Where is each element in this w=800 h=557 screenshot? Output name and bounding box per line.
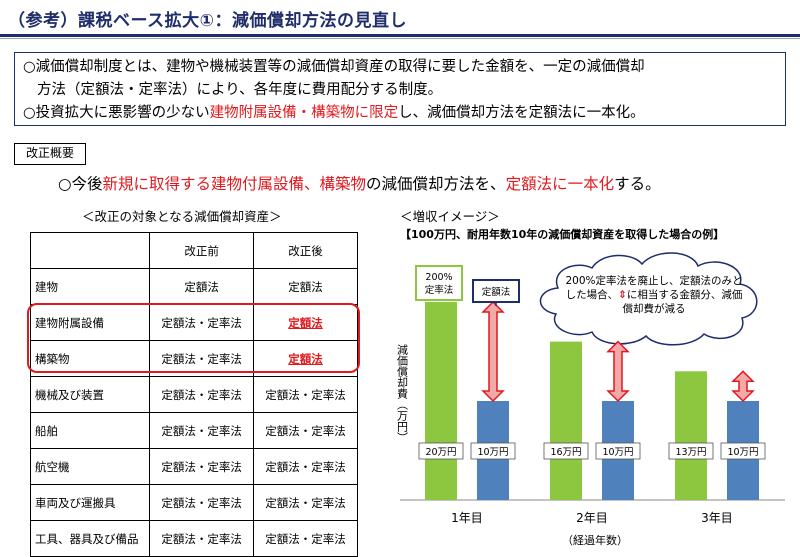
before-cell: 定額法・定率法: [149, 376, 255, 413]
value-label: 10万円: [477, 447, 508, 458]
value-label: 13万円: [675, 447, 706, 458]
note-text-2: に相当する金額分、減価償却費が減る: [622, 289, 743, 315]
table-row: 機械及び装置 定額法・定率法 定額法・定率法: [29, 376, 358, 413]
asset-name-cell: 船舶: [29, 412, 151, 449]
summary-line-2: 方法（定額法・定率法）により、各年度に費用配分する制度。: [37, 82, 443, 98]
reform-statement-1: ○今後: [58, 175, 103, 193]
table-row: 工具、器具及び備品 定額法・定率法 定額法・定率法: [29, 520, 358, 557]
before-cell: 定額法・定率法: [149, 520, 255, 557]
reform-statement-2: の減価償却方法を、: [366, 175, 506, 193]
reform-statement: ○今後新規に取得する建物付属設備、構築物の減価償却方法を、定額法に一本化する。: [58, 172, 661, 194]
summary-line-3-a: ○投資拡大に悪影響の少ない: [23, 105, 210, 121]
before-cell: 定額法・定率法: [149, 448, 255, 485]
value-label: 20万円: [425, 447, 456, 458]
before-cell: 定額法・定率法: [149, 484, 255, 521]
asset-name-cell: 工具、器具及び備品: [29, 520, 151, 557]
value-label-box: [543, 442, 589, 460]
bar-declining-balance: [675, 371, 707, 500]
after-cell: 定額法・定率法: [253, 520, 358, 557]
after-cell: 定額法: [253, 340, 358, 377]
table-caption: ＜改正の対象となる減価償却資産＞: [82, 209, 282, 224]
difference-arrow: [731, 370, 755, 403]
value-label: 16万円: [550, 447, 581, 458]
summary-box: ○減価償却制度とは、建物や機械装置等の減価償却資産の取得に要した金額を、一定の減…: [14, 52, 786, 126]
asset-table: 改正前 改正後 建物 定額法 定額法 建物附属設備 定額法・定率法 定額法 構築物 定額法・定率法…: [29, 232, 358, 557]
asset-name-cell: 車両及び運搬具: [29, 484, 151, 521]
value-label-box: [418, 442, 464, 460]
table-header-cell: 改正後: [253, 232, 358, 269]
x-tick-label: 2年目: [576, 511, 608, 525]
asset-name-cell: 航空機: [29, 448, 151, 485]
bar-declining-balance: [425, 302, 457, 500]
before-cell: 定額法: [149, 268, 255, 305]
legend-green-text-2: 定率法: [425, 284, 454, 296]
summary-line-1: ○減価償却制度とは、建物や機械装置等の減価償却資産の取得に要した金額を、一定の減…: [23, 59, 645, 75]
note-cloud: [539, 252, 758, 346]
x-axis-label: （経過年数）: [562, 533, 628, 547]
chart-title: ＜増収イメージ＞: [400, 209, 500, 224]
reform-statement-3: する。: [614, 175, 661, 193]
asset-name-cell: 構築物: [29, 340, 151, 377]
asset-name-cell: 機械及び装置: [29, 376, 151, 413]
legend-green-box: [415, 265, 463, 301]
table-row: 船舶 定額法・定率法 定額法・定率法: [29, 412, 358, 449]
summary-line-3-red: 建物附属設備・構築物に限定: [209, 105, 399, 121]
x-tick-label: 1年目: [451, 511, 483, 525]
bar-declining-balance: [550, 341, 582, 500]
reform-summary-label: 改正概要: [14, 143, 86, 165]
table-row: 建物 定額法 定額法: [29, 268, 358, 305]
after-cell: 定額法・定率法: [253, 412, 358, 449]
chart-note: 200%定率法を廃止し、定額法のみとした場合、⇕に相当する金額分、減価償却費が減…: [565, 274, 743, 316]
asset-name-cell: 建物: [29, 268, 151, 305]
table-row: 建物附属設備 定額法・定率法 定額法: [29, 304, 358, 341]
note-arrow-icon: ⇕: [618, 289, 627, 301]
chart-subtitle: 【100万円、耐用年数10年の減価償却資産を取得した場合の例】: [400, 228, 725, 241]
table-row: 航空機 定額法・定率法 定額法・定率法: [29, 448, 358, 485]
difference-arrow: [606, 340, 630, 403]
note-text-1: 200%定率法を廃止し、定額法のみとした場合、: [565, 275, 743, 301]
title-rule: [0, 34, 800, 37]
value-label-box: [470, 442, 516, 460]
depreciation-chart: 減価償却費（万円） 20万円 10万円 1年目 16万円 10万円 2年目 13万円 10万円 3…: [396, 252, 785, 547]
summary-line-3-b: し、減価償却方法を定額法に一本化。: [398, 105, 645, 121]
table-header-cell: [29, 232, 151, 269]
summary-line-3: ○投資拡大に悪影響の少ない建物附属設備・構築物に限定し、減価償却方法を定額法に一…: [23, 102, 777, 125]
page-title: （参考）課税ベース拡大①：減価償却方法の見直し: [8, 11, 408, 31]
asset-name-cell: 建物附属設備: [29, 304, 151, 341]
value-label: 10万円: [727, 447, 758, 458]
reform-statement-red-1: 新規に取得する建物付属設備、構築物: [102, 175, 367, 193]
highlight-box: [27, 303, 360, 373]
difference-arrow: [481, 300, 505, 403]
value-label-box: [595, 442, 641, 460]
value-label: 10万円: [602, 447, 633, 458]
cloud-shape: [539, 252, 758, 346]
table-header-cell: 改正前: [149, 232, 255, 269]
y-axis-label: 減価償却費（万円）: [396, 343, 409, 443]
table-row: 構築物 定額法・定率法 定額法: [29, 340, 358, 377]
reform-statement-red-2: 定額法に一本化: [505, 175, 615, 193]
title-rule-thin: [0, 38, 800, 39]
after-cell: 定額法・定率法: [253, 484, 358, 521]
after-cell: 定額法・定率法: [253, 376, 358, 413]
before-cell: 定額法・定率法: [149, 412, 255, 449]
legend-green-text-1: 200%: [425, 272, 452, 283]
after-cell: 定額法・定率法: [253, 448, 358, 485]
value-label-box: [668, 442, 714, 460]
x-tick-label: 3年目: [701, 511, 733, 525]
legend-blue-text: 定額法: [482, 286, 511, 298]
table-row: 車両及び運搬具 定額法・定率法 定額法・定率法: [29, 484, 358, 521]
after-cell: 定額法: [253, 268, 358, 305]
value-label-box: [720, 442, 766, 460]
before-cell: 定額法・定率法: [149, 304, 255, 341]
